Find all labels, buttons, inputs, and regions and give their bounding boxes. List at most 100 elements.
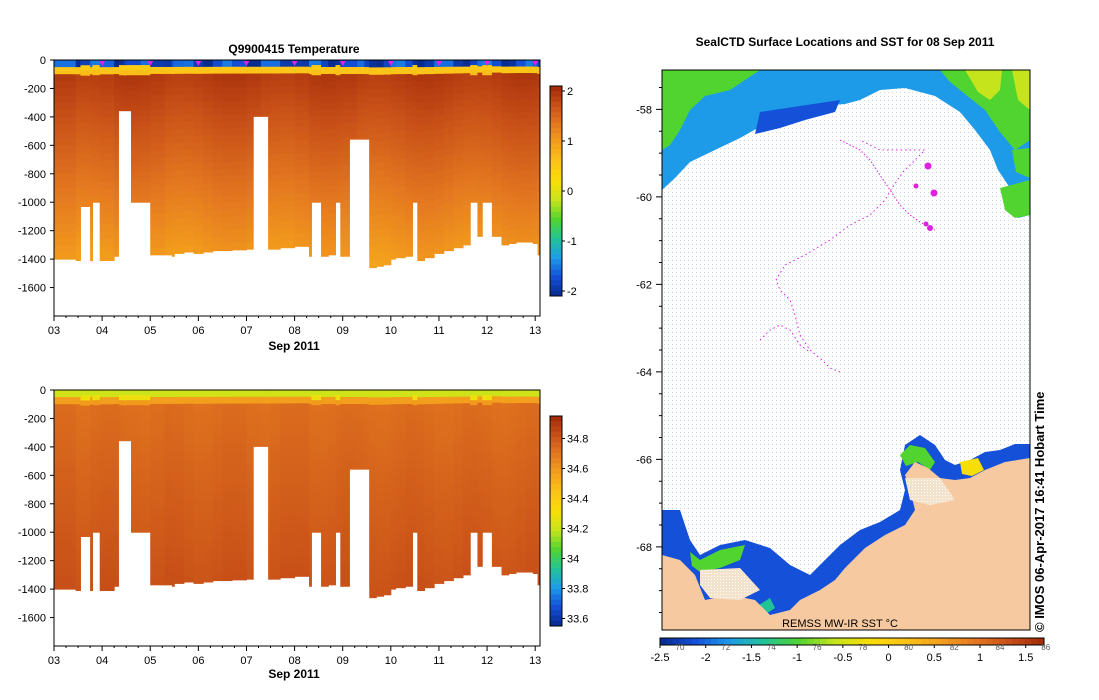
profile-column [203, 390, 214, 583]
profile-column [311, 390, 322, 533]
profile-cell [525, 138, 534, 146]
profile-cell [357, 102, 365, 110]
profile-cell [501, 119, 510, 127]
profile-cell [90, 483, 93, 491]
seal-track-north [839, 139, 936, 231]
profile-cell [537, 199, 541, 207]
profile-cell [532, 66, 539, 74]
colorbar-cell [550, 191, 562, 197]
profile-cell [126, 151, 142, 158]
profile-cell [232, 215, 247, 224]
profile-cell [280, 194, 296, 202]
colorbar-tick-label: 2 [567, 86, 573, 98]
profile-cell [340, 544, 344, 552]
profile-cell [114, 214, 120, 222]
profile-cell [525, 131, 534, 139]
colorbar-cell [550, 185, 562, 192]
profile-cell [357, 81, 365, 89]
profile-cell [171, 579, 175, 587]
profile-cell [417, 569, 426, 577]
profile-cell [126, 456, 142, 462]
profile-cell [80, 70, 91, 77]
profile-cell [532, 501, 539, 509]
profile-cell [390, 60, 397, 68]
profile-cell [80, 405, 91, 412]
profile-column [328, 60, 336, 256]
profile-cell [174, 417, 185, 426]
profile-cell [174, 246, 185, 254]
profile-cell [335, 395, 341, 401]
profile-cell [491, 421, 503, 429]
profile-cell [118, 390, 125, 396]
profile-cell [171, 502, 175, 510]
profile-cell [463, 502, 471, 510]
profile-cell [424, 573, 435, 582]
profile-cell [222, 209, 233, 218]
x-tick-label: 03 [48, 325, 60, 337]
profile-cell [311, 131, 322, 137]
profile-cell [405, 116, 413, 124]
profile-cell [482, 161, 493, 168]
profile-cell [501, 502, 510, 510]
profile-cell [537, 543, 541, 551]
profile-cell [376, 199, 385, 208]
profile-column [114, 390, 120, 587]
profile-cell [328, 494, 336, 502]
x-tick-label: 11 [433, 655, 444, 667]
profile-cell [80, 416, 91, 422]
colorbar-cell [550, 531, 562, 538]
profile-cell [424, 243, 435, 252]
profile-cell [515, 79, 527, 87]
sst-colorbar-cell [871, 638, 879, 645]
profile-cell [193, 177, 204, 185]
profile-cell [424, 481, 435, 490]
profile-cell [376, 404, 385, 413]
profile-cell [114, 397, 120, 405]
profile-cell [54, 152, 77, 161]
profile-cell [342, 439, 358, 447]
profile-cell [482, 435, 493, 442]
profile-column [90, 390, 93, 592]
profile-cell [174, 528, 185, 536]
profile-cell [335, 85, 341, 91]
profile-cell [321, 446, 329, 454]
profile-cell [364, 74, 370, 82]
profile-cell [463, 535, 471, 543]
profile-cell [90, 203, 93, 211]
profile-cell [395, 222, 406, 230]
sst-warm-east [1000, 180, 1030, 218]
profile-cell [537, 94, 541, 103]
profile-cell [171, 425, 175, 433]
profile-column [212, 390, 223, 582]
profile-cell [508, 60, 517, 68]
profile-cell [321, 502, 329, 510]
profile-cell [270, 538, 281, 546]
sst-colorbar-fahrenheit-label: 86 [1041, 643, 1050, 652]
profile-cell [453, 100, 464, 108]
profile-cell [470, 75, 478, 81]
profile-cell [376, 507, 385, 516]
profile-cell [501, 568, 510, 576]
x-tick-label: 09 [337, 655, 349, 667]
sst-colorbar-cell [781, 638, 789, 645]
profile-cell [417, 167, 426, 176]
profile-cell [434, 459, 445, 467]
profile-cell [126, 410, 142, 416]
profile-cell [515, 196, 527, 204]
profile-cell [280, 443, 296, 451]
profile-cell [491, 122, 503, 130]
profile-cell [417, 547, 426, 556]
profile-cell [193, 514, 204, 522]
sst-colorbar-cell [813, 638, 821, 645]
profile-cell [150, 487, 166, 495]
profile-cell [193, 417, 204, 426]
profile-cell [321, 404, 329, 412]
profile-cell [294, 93, 310, 101]
profile-cell [92, 476, 101, 482]
profile-cell [92, 491, 101, 498]
profile-cell [412, 390, 418, 396]
profile-cell [203, 547, 214, 556]
surface-marker [387, 61, 394, 66]
profile-cell [515, 409, 527, 417]
profile-cell [383, 492, 392, 501]
